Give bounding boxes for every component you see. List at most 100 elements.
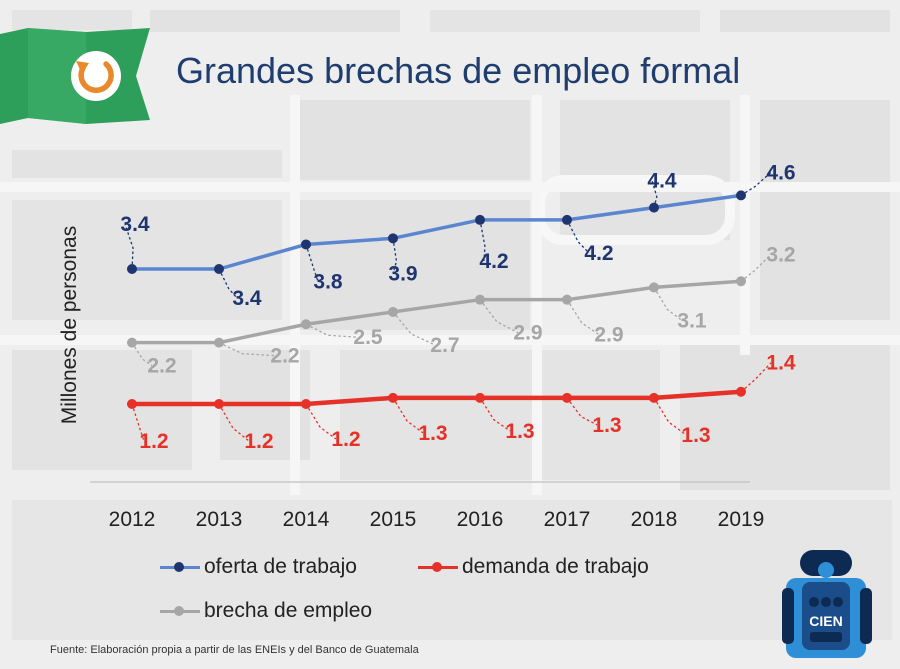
leader-line — [566, 299, 600, 336]
data-label: 3.9 — [388, 262, 417, 285]
leader-line — [740, 171, 772, 196]
x-tick-label: 2012 — [109, 508, 156, 531]
data-label: 1.2 — [331, 428, 360, 451]
data-label: 2.2 — [270, 345, 299, 368]
leader-line — [124, 223, 134, 270]
data-label: 1.3 — [505, 420, 534, 443]
data-label: 1.3 — [681, 424, 710, 447]
leader-line — [392, 311, 436, 346]
x-tick-label: 2018 — [631, 508, 678, 531]
data-label: 1.2 — [139, 430, 168, 453]
data-point — [301, 239, 311, 250]
data-point — [301, 319, 311, 330]
banner-ribbon — [0, 28, 150, 124]
data-point — [475, 214, 485, 225]
leader-line — [479, 397, 511, 432]
data-point — [736, 190, 746, 201]
leader-line — [566, 397, 598, 426]
data-point — [562, 294, 572, 305]
leader-line — [740, 253, 772, 282]
data-label: 4.2 — [479, 250, 508, 273]
legend-item-oferta: oferta de trabajo — [160, 552, 357, 582]
data-label: 3.8 — [313, 270, 343, 293]
leader-line — [653, 287, 683, 321]
leader-line — [651, 180, 658, 208]
data-label: 2.2 — [147, 355, 176, 378]
source-note: Fuente: Elaboración propia a partir de l… — [50, 644, 419, 656]
data-point — [562, 214, 572, 225]
page-title: Grandes brechas de empleo formal — [176, 50, 741, 91]
data-label: 1.3 — [592, 414, 621, 437]
legend-item-demanda: demanda de trabajo — [418, 552, 649, 582]
x-tick-label: 2017 — [544, 508, 591, 531]
data-point — [736, 276, 746, 287]
data-point — [649, 392, 659, 403]
leader-line — [305, 244, 319, 282]
data-point — [475, 392, 485, 403]
data-point — [127, 337, 137, 348]
data-label: 3.4 — [232, 287, 262, 310]
data-point — [475, 294, 485, 305]
data-label: 4.4 — [647, 170, 677, 193]
leader-line — [740, 362, 772, 393]
data-point — [388, 306, 398, 317]
data-label: 4.6 — [766, 161, 795, 184]
data-label: 1.4 — [766, 352, 796, 375]
data-label: 3.4 — [120, 213, 150, 236]
legend-line-demanda — [418, 561, 458, 572]
data-point — [649, 282, 659, 293]
leader-line — [131, 403, 145, 442]
leader-line — [131, 342, 153, 367]
data-label: 3.2 — [766, 243, 795, 266]
data-label: 2.7 — [430, 334, 459, 357]
leader-line — [392, 397, 424, 434]
leader-line — [218, 403, 250, 442]
x-tick-label: 2014 — [283, 508, 330, 531]
data-label: 4.2 — [584, 242, 613, 265]
refresh-icon — [71, 51, 121, 101]
data-point — [388, 392, 398, 403]
data-point — [214, 264, 224, 274]
legend-label-oferta: oferta de trabajo — [204, 555, 357, 578]
legend-marker-oferta — [174, 561, 184, 572]
legend-line-oferta — [160, 561, 200, 572]
legend-marker-demanda — [432, 561, 442, 572]
data-point — [214, 337, 224, 348]
data-point — [562, 392, 572, 403]
x-tick-label: 2015 — [370, 508, 417, 531]
leader-line — [479, 299, 519, 334]
series-line-0 — [132, 193, 742, 271]
leader-line — [218, 342, 276, 357]
data-point — [649, 202, 659, 213]
series-line-1 — [132, 389, 742, 407]
legend-marker-brecha — [174, 605, 184, 616]
leader-line — [392, 238, 398, 274]
data-point — [214, 399, 224, 409]
x-tick-label: 2016 — [457, 508, 504, 531]
data-point — [736, 386, 746, 397]
data-label: 2.5 — [353, 326, 383, 349]
legend-line-brecha — [160, 605, 200, 616]
cien-robot-logo: CIEN — [782, 550, 872, 658]
data-label: 2.9 — [594, 324, 623, 347]
logo-text: CIEN — [809, 613, 842, 629]
leader-line — [218, 268, 238, 299]
leader-line — [305, 403, 337, 440]
x-tick-label: 2019 — [718, 508, 765, 531]
leader-line — [479, 219, 486, 261]
data-point — [388, 233, 398, 244]
data-point — [127, 264, 137, 274]
legend-item-brecha: brecha de empleo — [160, 596, 372, 626]
legend-label-brecha: brecha de empleo — [204, 599, 373, 622]
data-label: 1.2 — [244, 430, 273, 453]
legend-label-demanda: demanda de trabajo — [462, 555, 649, 578]
data-label: 3.1 — [677, 309, 707, 332]
data-point — [301, 399, 311, 409]
x-tick-label: 2013 — [196, 508, 243, 531]
data-label: 2.9 — [513, 322, 542, 345]
data-label: 1.3 — [418, 422, 447, 445]
leader-line — [305, 323, 359, 338]
series-line-2 — [132, 279, 742, 345]
